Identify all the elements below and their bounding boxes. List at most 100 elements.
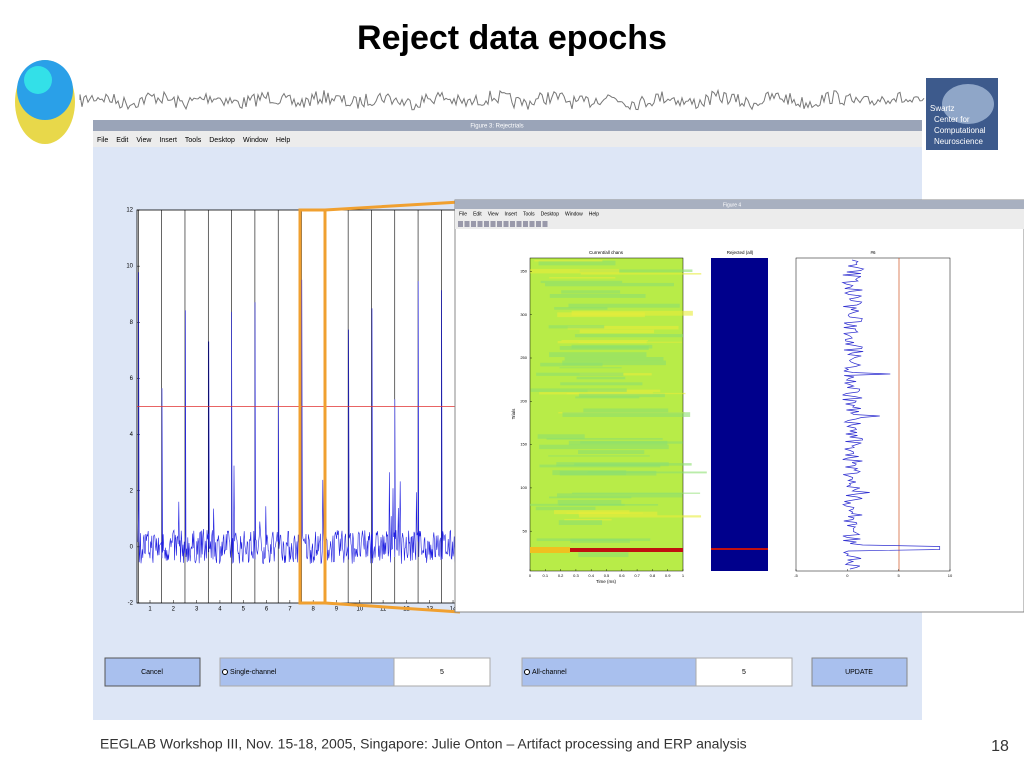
menu-item[interactable]: Help: [589, 211, 600, 217]
toolbar-icon: [458, 221, 463, 227]
x-tick-label: 14: [450, 607, 457, 613]
x-tick-label: 11: [380, 607, 387, 613]
heat-texture: [568, 303, 680, 308]
heat-texture: [536, 372, 624, 376]
x-tick-label: 10: [356, 607, 363, 613]
menu-item[interactable]: Insert: [504, 211, 517, 217]
edit-box[interactable]: [695, 657, 793, 687]
x-tick-label: 1: [148, 607, 152, 613]
y-tick-label: 100: [520, 485, 527, 490]
heat-texture: [557, 341, 647, 344]
edit-value: 5: [440, 669, 444, 676]
menu-item[interactable]: Tools: [185, 137, 202, 144]
x-tick-label: 5: [242, 607, 246, 613]
y-tick-label: 2: [130, 488, 134, 494]
window-title: Figure 4: [723, 202, 742, 208]
heat-texture: [540, 280, 623, 284]
footer: EEGLAB Workshop III, Nov. 15-18, 2005, S…: [100, 736, 747, 752]
y-tick-label: 200: [520, 398, 527, 403]
rejected-panel: [711, 258, 768, 571]
radio-all[interactable]: [521, 657, 697, 687]
menu-item[interactable]: Help: [276, 137, 291, 144]
panel-title: Current/all chans: [589, 250, 624, 255]
y-tick-label: 8: [130, 320, 134, 326]
edit-value: 5: [742, 669, 746, 676]
heat-texture: [530, 268, 620, 274]
menu-item[interactable]: Window: [243, 137, 269, 144]
menu-item[interactable]: Edit: [473, 211, 482, 217]
heat-texture: [574, 334, 683, 338]
menu-item[interactable]: Tools: [523, 211, 535, 217]
menu-item[interactable]: View: [136, 137, 152, 144]
heat-texture: [530, 503, 625, 506]
heat-texture: [549, 294, 646, 298]
menu-item[interactable]: Insert: [159, 137, 177, 144]
heat-texture: [557, 493, 683, 498]
x-tick-label: 8: [311, 607, 315, 613]
heat-texture: [535, 506, 596, 511]
logo-line: Neuroscience: [934, 137, 983, 146]
menu-item[interactable]: File: [459, 211, 467, 217]
heat-texture: [549, 352, 647, 358]
cancel-button[interactable]: [104, 657, 201, 687]
x-tick-label: 1: [682, 573, 685, 578]
y-tick-label: 0: [130, 544, 134, 550]
heat-texture: [554, 510, 630, 515]
x-tick-label: 0.9: [665, 573, 671, 578]
heat-texture: [539, 444, 669, 450]
y-tick-label: 250: [520, 355, 527, 360]
heat-texture: [546, 437, 663, 440]
heat-texture: [566, 392, 686, 395]
toolbar-icon: [516, 221, 522, 227]
window-title: Figure 3: Rejectrials: [470, 124, 523, 130]
highlight-link: [324, 200, 461, 614]
x-tick-label: 0.6: [619, 573, 625, 578]
menu-item[interactable]: Edit: [116, 137, 128, 144]
heat-texture: [548, 325, 605, 329]
heat-texture: [579, 269, 693, 273]
heat-texture: [562, 360, 666, 366]
y-axis-label: Trials: [511, 408, 516, 420]
rejected-band: [711, 548, 768, 550]
x-tick-label: 0.1: [543, 573, 549, 578]
logo-line: Computational: [934, 126, 986, 135]
heat-texture: [538, 260, 616, 266]
menu-item[interactable]: Window: [565, 211, 583, 217]
decorative-eeg: [79, 88, 925, 111]
heat-texture: [580, 273, 702, 275]
toolbar-icon: [484, 221, 489, 227]
x-tick-label: 9: [335, 607, 339, 613]
button-label: UPDATE: [845, 669, 873, 676]
radio-label: Single-channel: [230, 669, 277, 676]
edit-box[interactable]: [393, 657, 491, 687]
heat-texture: [548, 455, 650, 457]
y-tick-label: 150: [520, 442, 527, 447]
menu-item[interactable]: File: [97, 137, 108, 144]
highlight: [298, 208, 327, 605]
x-tick-label: 5: [898, 573, 901, 578]
y-tick-label: 6: [130, 376, 134, 382]
update-button[interactable]: [811, 657, 908, 687]
heat-texture: [556, 462, 669, 467]
slide-title: Reject data epochs: [357, 19, 667, 57]
trace-panel: [795, 257, 951, 572]
toolbar-icon: [497, 221, 502, 227]
heat-texture: [561, 290, 621, 294]
panel-title: #6: [870, 250, 876, 255]
toolbar-icon: [510, 221, 515, 227]
menu-item[interactable]: Desktop: [209, 137, 235, 144]
radio: [524, 669, 530, 675]
head-icon: [15, 60, 75, 144]
heat-texture: [545, 282, 674, 287]
button-label: Cancel: [141, 669, 163, 676]
heat-texture: [560, 382, 643, 386]
y-tick-label: 50: [523, 528, 528, 533]
x-tick-label: 0.5: [604, 573, 610, 578]
menu-item[interactable]: View: [488, 211, 499, 217]
heat-texture: [578, 393, 665, 398]
heat-texture: [562, 412, 691, 417]
menu-item[interactable]: Desktop: [541, 211, 560, 217]
heat-texture: [575, 396, 640, 399]
menu-toolbar: [455, 209, 1024, 229]
